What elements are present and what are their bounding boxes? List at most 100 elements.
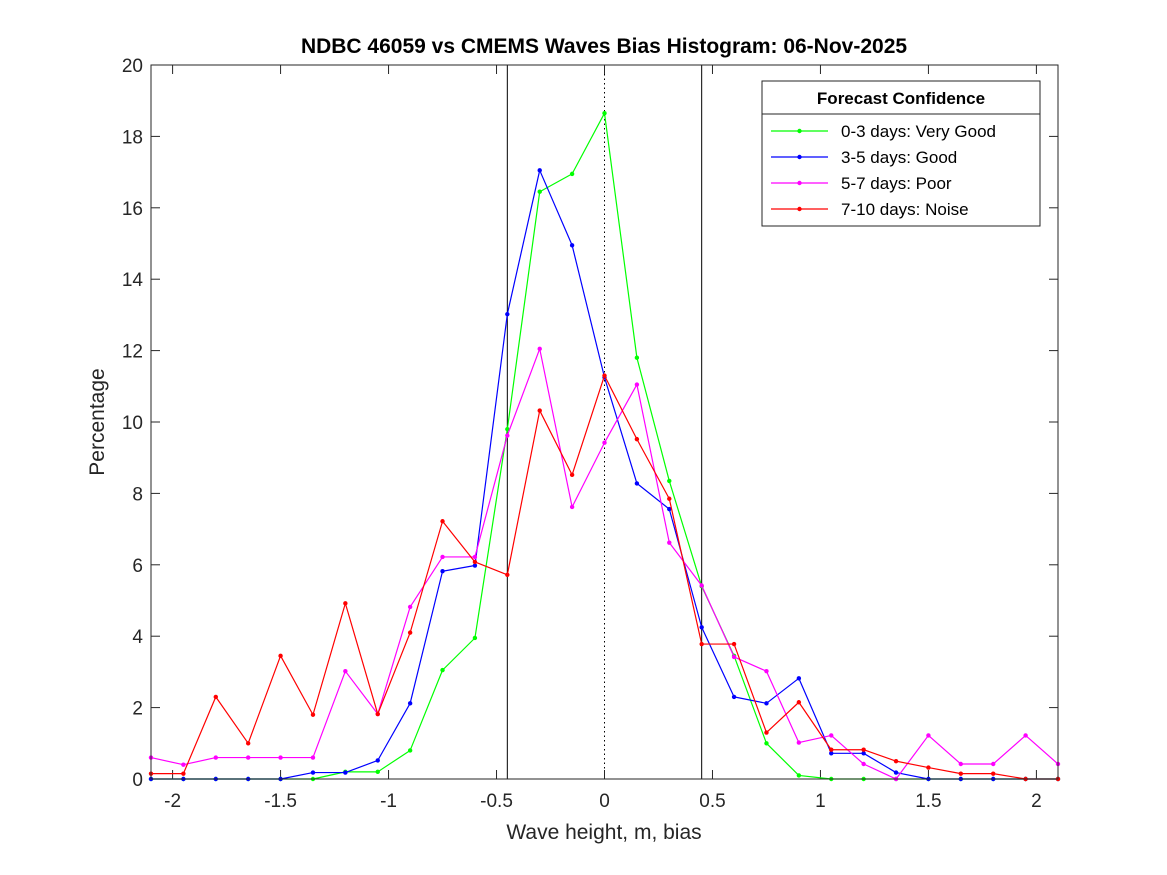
x-tick-label: 2 [1031,791,1042,812]
data-point [505,426,510,432]
legend-label: 5-7 days: Poor [841,174,952,193]
data-point [440,569,445,574]
y-tick-label: 8 [132,484,143,505]
data-point [634,436,640,442]
x-tick-label: 1 [815,791,826,812]
data-point [343,668,348,674]
y-tick-label: 12 [122,342,143,363]
x-tick-label: -1.5 [264,791,297,812]
data-point [602,110,607,116]
legend-label: 7-10 days: Noise [841,200,969,219]
data-point [893,770,899,775]
data-point [310,755,316,760]
data-point [764,730,769,735]
data-point [926,733,931,738]
data-point [602,373,607,378]
data-point [310,712,316,717]
data-point [796,700,802,705]
data-point [829,733,834,738]
x-tick-labels: -2 -1.5 -1 -0.5 0 0.5 1 1.5 2 [164,791,1042,812]
legend-label: 0-3 days: Very Good [841,122,996,141]
data-point [505,433,510,438]
x-axis-label: Wave height, m, bias [506,821,701,844]
legend-swatch-marker [797,128,802,134]
data-point [375,758,380,763]
x-tick-label: 0.5 [699,791,725,812]
data-point [667,478,672,484]
legend-swatch-marker [797,154,802,160]
data-point [602,440,607,445]
data-point [991,771,996,776]
data-point [829,747,834,752]
data-point [764,741,769,746]
data-point [569,472,575,478]
data-point [407,604,413,610]
data-point [472,635,478,641]
legend-label: 3-5 days: Good [841,148,957,167]
data-point [926,765,931,770]
data-point [569,504,575,510]
data-point [407,701,413,706]
y-tick-label: 18 [122,127,143,148]
data-point [537,189,542,194]
legend-swatch-marker [797,206,802,212]
data-point [861,747,866,752]
x-tick-label: 0 [599,791,610,812]
data-point [472,559,478,565]
data-point [181,771,186,776]
data-point [407,748,413,753]
data-point [958,761,964,767]
data-point [667,506,672,512]
data-point [245,755,251,760]
x-tick-label: -1 [380,791,397,812]
y-tick-label: 2 [132,699,143,720]
x-tick-label: -2 [164,791,181,812]
data-point [958,771,964,776]
data-point [472,563,478,568]
data-point [213,694,218,700]
data-point [796,773,802,778]
x-tick-label: -0.5 [480,791,513,812]
reference-lines [506,65,703,779]
data-point [343,770,348,775]
data-point [245,741,251,746]
data-point [213,755,218,760]
y-tick-label: 20 [122,56,143,77]
chart-title: NDBC 46059 vs CMEMS Waves Bias Histogram… [301,35,907,58]
data-point [375,769,380,775]
data-point [861,751,866,756]
series-3 [148,373,1061,782]
data-point [407,630,413,635]
data-point [505,311,510,317]
data-point [537,168,542,173]
y-tick-label: 6 [132,556,143,577]
y-tick-label: 4 [132,627,143,648]
plot-frame [150,64,1059,780]
data-point [634,355,640,360]
data-point [893,758,899,764]
legend-swatch-marker [797,180,802,186]
data-point [440,519,445,524]
data-point [731,641,737,647]
data-point [764,701,769,706]
data-point [569,243,575,248]
data-point [667,496,672,501]
data-point [505,572,510,577]
y-tick-label: 0 [132,770,143,791]
data-point [731,654,737,660]
y-axis-label: Percentage [86,368,109,475]
series-2 [148,346,1061,782]
data-point [1023,733,1028,738]
data-point [440,554,445,560]
data-point [278,755,283,760]
data-point [699,641,704,647]
data-point [861,761,866,767]
data-point [796,676,802,681]
data-point [699,625,704,630]
data-point [634,382,640,387]
data-point [764,668,769,674]
data-point [181,762,186,767]
data-point [537,346,542,352]
